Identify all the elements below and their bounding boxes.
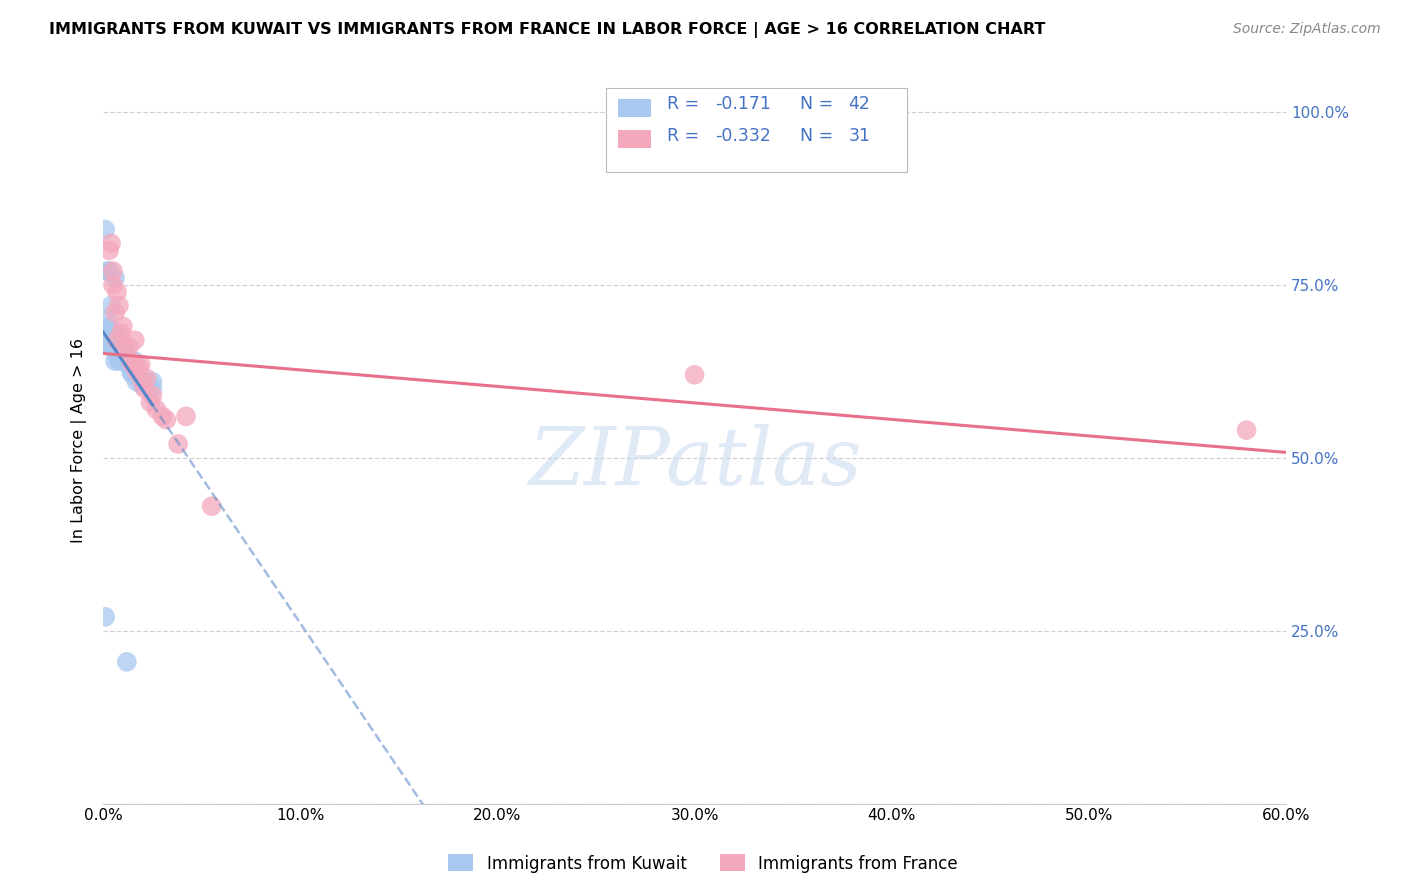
Text: IMMIGRANTS FROM KUWAIT VS IMMIGRANTS FROM FRANCE IN LABOR FORCE | AGE > 16 CORRE: IMMIGRANTS FROM KUWAIT VS IMMIGRANTS FRO… [49,22,1046,38]
Point [110,326,132,341]
Text: N =: N = [800,95,838,113]
Text: N =: N = [800,127,838,145]
Point [98,319,121,334]
Point [135,371,157,385]
Point [124,354,146,368]
Point [128,360,150,375]
Point [101,333,124,347]
Point [139,395,162,409]
Point [131,375,153,389]
Point [94,222,117,236]
Point [105,347,128,361]
Point [111,354,134,368]
Point [141,388,163,402]
Point [129,358,152,372]
Point [105,330,128,344]
Point [115,655,138,669]
Point [104,340,127,354]
Point [104,326,127,341]
Point [104,271,127,285]
Point [155,413,177,427]
Point [1236,423,1258,437]
Point [118,358,141,372]
Text: R =: R = [668,95,706,113]
Point [105,285,128,299]
Point [98,323,121,337]
Text: Source: ZipAtlas.com: Source: ZipAtlas.com [1233,22,1381,37]
Point [108,333,131,347]
Point [111,354,134,368]
Point [101,264,124,278]
Text: -0.332: -0.332 [714,127,770,145]
Point [150,409,173,424]
Point [108,299,131,313]
FancyBboxPatch shape [617,130,651,148]
Point [167,437,190,451]
Point [105,333,128,347]
Point [121,368,143,382]
Point [134,382,156,396]
Point [96,326,118,341]
Point [94,610,117,624]
Point [128,368,150,382]
FancyBboxPatch shape [617,99,651,117]
Point [120,364,142,378]
Point [125,375,148,389]
Point [98,326,121,341]
Point [115,351,138,365]
Text: 31: 31 [848,127,870,145]
Point [108,354,131,368]
Point [100,299,122,313]
Point [135,375,157,389]
Point [96,312,118,326]
Point [104,305,127,319]
Point [98,264,121,278]
Point [104,354,127,368]
Point [110,340,132,354]
Point [121,358,143,372]
Point [120,354,142,368]
Point [100,340,122,354]
Point [174,409,197,424]
Point [94,336,117,351]
Point [118,340,141,354]
Point [96,264,118,278]
FancyBboxPatch shape [606,88,907,172]
Point [105,340,128,354]
Point [125,364,148,378]
Point [141,382,163,396]
Legend: Immigrants from Kuwait, Immigrants from France: Immigrants from Kuwait, Immigrants from … [441,847,965,880]
Point [100,330,122,344]
Point [101,340,124,354]
Point [101,336,124,351]
Point [145,402,167,417]
Y-axis label: In Labor Force | Age > 16: In Labor Force | Age > 16 [72,338,87,543]
Point [114,343,136,358]
Text: ZIPatlas: ZIPatlas [527,424,862,501]
Point [141,375,163,389]
Text: R =: R = [668,127,706,145]
Point [201,500,224,514]
Point [101,277,124,292]
Point [124,333,146,347]
Text: -0.171: -0.171 [714,95,770,113]
Point [98,244,121,258]
Point [110,351,132,365]
Text: 42: 42 [848,95,870,113]
Point [111,319,134,334]
Point [114,340,136,354]
Point [683,368,706,382]
Point [100,236,122,251]
Point [131,378,153,392]
